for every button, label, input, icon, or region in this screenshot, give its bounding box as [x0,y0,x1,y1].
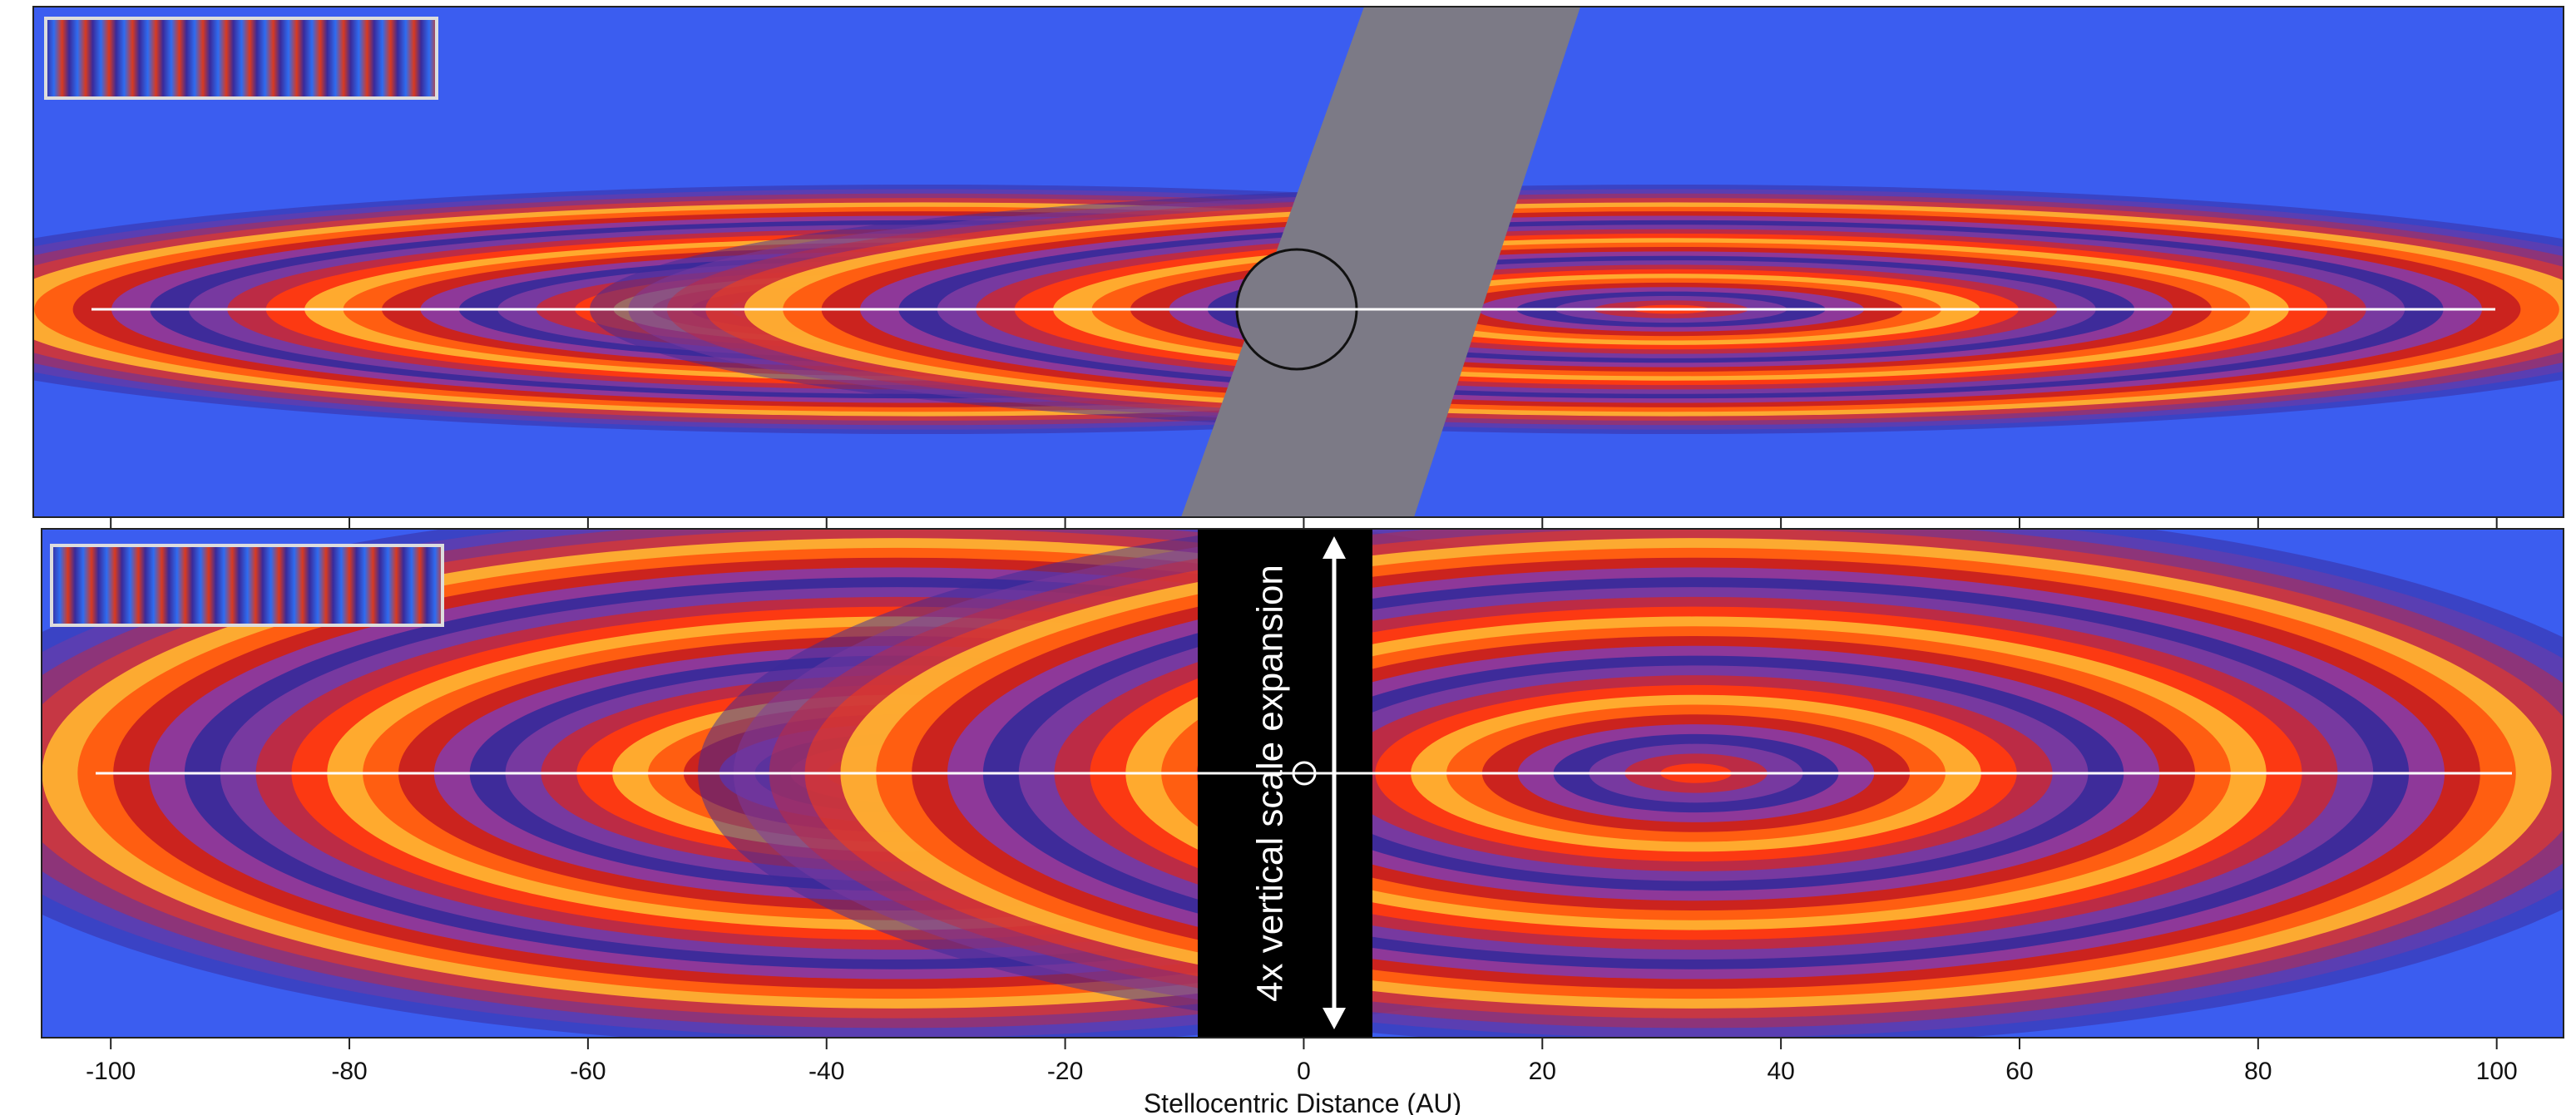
x-tick-label: 20 [1529,1058,1556,1085]
x-tick-label: -20 [1047,1058,1083,1085]
color-swatch [46,18,437,98]
chart: 4x vertical scale expansion -100 -80 -60 -4… [0,0,2576,1115]
bottom-panel: 4x vertical scale expansion [0,499,2576,1048]
x-tick-label: -60 [570,1058,606,1085]
x-tick-label: -40 [808,1058,844,1085]
x-tick-label: 100 [2476,1058,2518,1085]
x-tick-label: 40 [1767,1058,1794,1085]
x-tick-label: -80 [331,1058,367,1085]
x-tick-label: 0 [1297,1058,1311,1085]
color-swatch [52,545,443,625]
x-tick-label: 80 [2244,1058,2272,1085]
top-panel [0,7,2576,517]
annotation: 4x vertical scale expansion [1250,565,1291,1002]
x-tick-label: -100 [86,1058,136,1085]
x-axis-label: Stellocentric Distance (AU) [1144,1088,1461,1115]
x-tick-label: 60 [2005,1058,2033,1085]
